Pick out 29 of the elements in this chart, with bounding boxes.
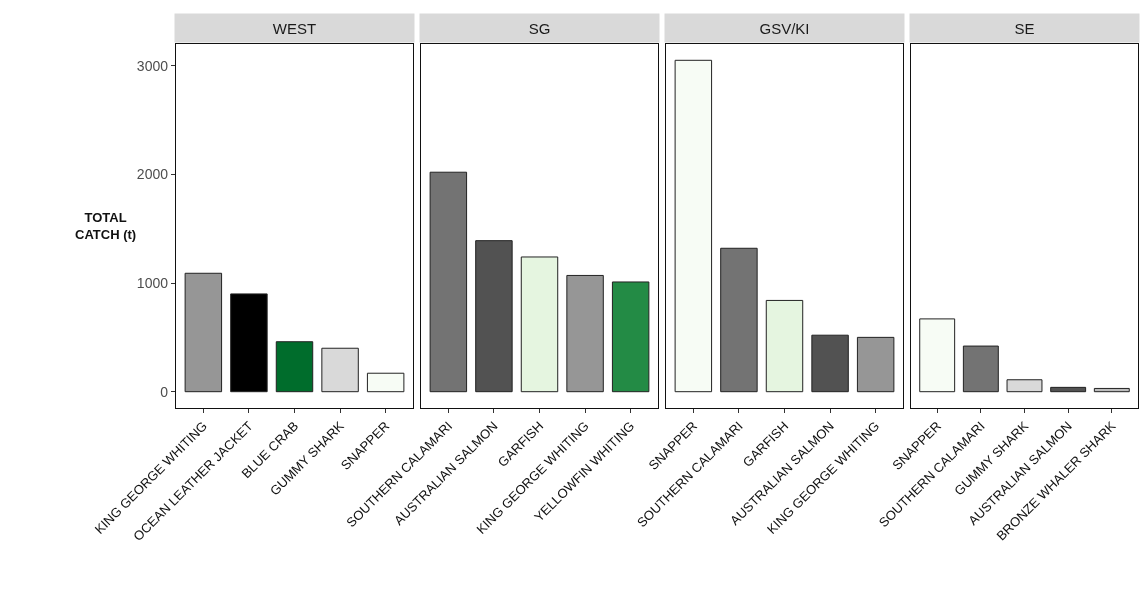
bar xyxy=(611,281,650,393)
bar xyxy=(765,299,804,393)
y-tick-label: 0 xyxy=(160,383,169,400)
y-tick-label: 1000 xyxy=(136,274,169,291)
bar xyxy=(962,345,999,393)
bar xyxy=(811,334,849,393)
bar xyxy=(321,347,359,393)
y-axis-title: TOTAL CATCH (t) xyxy=(75,210,137,242)
bar xyxy=(475,240,513,393)
bar xyxy=(366,372,405,393)
bar xyxy=(429,171,468,393)
chart-title: SE xyxy=(1014,19,1035,37)
bar xyxy=(566,274,604,393)
chart-title: SG xyxy=(528,19,551,37)
y-tick-label: 2000 xyxy=(136,166,169,183)
bar xyxy=(275,341,314,393)
chart-title: GSV/KI xyxy=(759,19,810,37)
bar xyxy=(720,247,758,393)
bar xyxy=(520,256,559,393)
bar xyxy=(230,293,268,393)
bar xyxy=(1050,386,1087,393)
bar xyxy=(1006,379,1043,393)
bar xyxy=(856,336,895,393)
bar xyxy=(1093,387,1130,393)
bar xyxy=(184,272,223,393)
y-tick-label: 3000 xyxy=(136,57,169,74)
chart-title: WEST xyxy=(272,19,317,37)
bar xyxy=(674,59,713,393)
bar xyxy=(919,318,956,393)
